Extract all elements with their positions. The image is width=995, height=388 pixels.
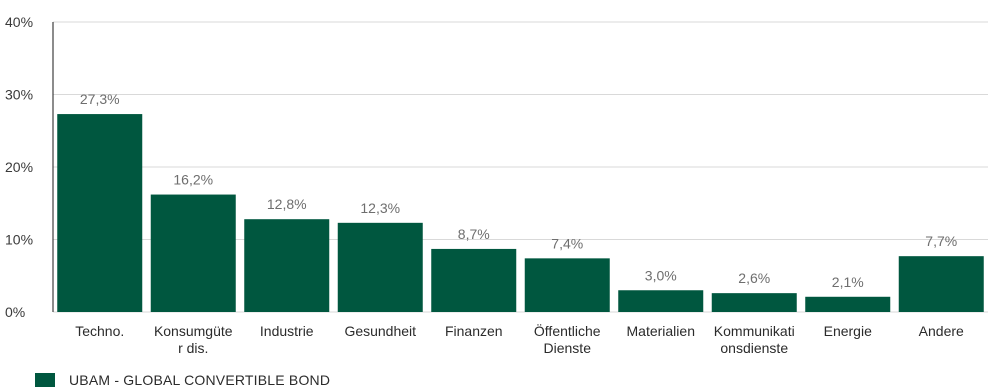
bar [805,296,891,312]
data-label: 7,7% [925,233,957,249]
category-label: Kommunikati [714,323,795,339]
category-label: Konsumgüte [154,323,233,339]
bars [57,114,984,312]
y-axis-tick-labels: 0% 10% 20% 30% 40% [5,14,33,320]
legend-swatch [35,373,55,387]
bar [150,194,236,312]
bar [898,256,984,312]
data-label: 2,6% [738,270,770,286]
y-tick-label: 30% [5,87,33,103]
bar [337,222,423,312]
data-label: 16,2% [173,172,213,188]
data-label: 12,3% [360,200,400,216]
legend-label: UBAM - GLOBAL CONVERTIBLE BOND [69,372,331,388]
y-tick-label: 10% [5,232,33,248]
category-label: Techno. [75,323,124,339]
bar [244,219,330,312]
legend: UBAM - GLOBAL CONVERTIBLE BOND [35,372,330,388]
bar [524,258,610,312]
bar-chart: 0% 10% 20% 30% 40% 27,3% 16,2% 12,8% 12,3% 8,7% 7… [5,14,988,356]
category-label: Materialien [627,323,695,339]
bar [618,290,704,312]
data-label: 7,4% [551,235,583,251]
category-label: onsdienste [720,340,788,356]
data-label: 3,0% [645,267,677,283]
category-label: Industrie [260,323,314,339]
y-tick-label: 0% [5,304,25,320]
category-label: Finanzen [445,323,503,339]
bar [57,114,143,312]
category-label: Andere [919,323,964,339]
y-tick-label: 20% [5,159,33,175]
category-label: Dienste [544,340,592,356]
category-label: Öffentliche [534,322,601,339]
data-labels: 27,3% 16,2% 12,8% 12,3% 8,7% 7,4% 3,0% 2,6% 2,1%… [80,91,957,290]
category-label: Gesundheit [344,323,416,339]
y-tick-label: 40% [5,14,33,30]
category-label: Energie [824,323,872,339]
data-label: 12,8% [267,196,307,212]
data-label: 27,3% [80,91,120,107]
bar [431,248,517,312]
data-label: 8,7% [458,226,490,242]
bar [711,293,797,312]
data-label: 2,1% [832,274,864,290]
category-label: r dis. [178,340,208,356]
